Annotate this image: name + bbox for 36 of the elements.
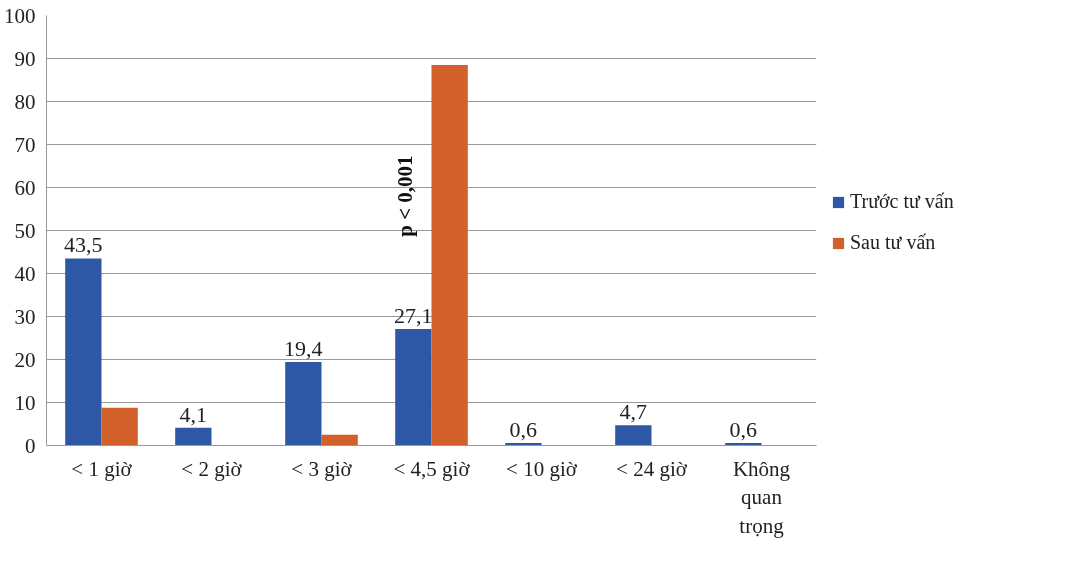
- x-tick-label: < 3 giờ: [291, 456, 353, 481]
- y-tick-label: 20: [14, 347, 36, 372]
- data-label: 43,5: [64, 232, 103, 258]
- bar: [285, 362, 322, 446]
- data-label: 0,6: [729, 416, 758, 442]
- x-tick-label: < 10 giờ: [506, 456, 578, 481]
- annotation: p < 0,001: [393, 155, 418, 237]
- data-label: 19,4: [284, 336, 323, 362]
- data-label: 0,6: [509, 416, 538, 442]
- y-tick-label: 50: [14, 218, 36, 243]
- bar: [321, 434, 358, 446]
- data-label: 4,1: [179, 401, 208, 427]
- y-tick-label: 100: [4, 3, 36, 28]
- y-tick-label: 90: [14, 46, 36, 71]
- bar: [101, 407, 138, 446]
- x-tick-label: Không quan trọng: [732, 456, 791, 539]
- data-label: 4,7: [619, 399, 648, 425]
- bar: [395, 328, 432, 446]
- x-tick-label: < 2 giờ: [181, 456, 243, 481]
- y-tick-label: 30: [14, 304, 36, 329]
- y-tick-label: 60: [14, 175, 36, 200]
- data-label: 27,1: [394, 302, 433, 328]
- y-tick-label: 40: [14, 261, 36, 286]
- legend-label: Trước tư vấn: [850, 190, 954, 213]
- bar: [615, 425, 652, 446]
- bar: [65, 258, 102, 446]
- bar: [431, 64, 468, 446]
- y-tick-label: 80: [14, 89, 36, 114]
- bar: [175, 427, 212, 446]
- y-tick-label: 70: [14, 132, 36, 157]
- y-tick-label: 0: [25, 433, 36, 458]
- x-tick-label: < 4,5 giờ: [393, 456, 471, 481]
- y-tick-label: 10: [14, 390, 36, 415]
- x-tick-label: < 1 giờ: [71, 456, 133, 481]
- legend-label: Sau tư vấn: [850, 231, 936, 254]
- x-tick-label: < 24 giờ: [616, 456, 688, 481]
